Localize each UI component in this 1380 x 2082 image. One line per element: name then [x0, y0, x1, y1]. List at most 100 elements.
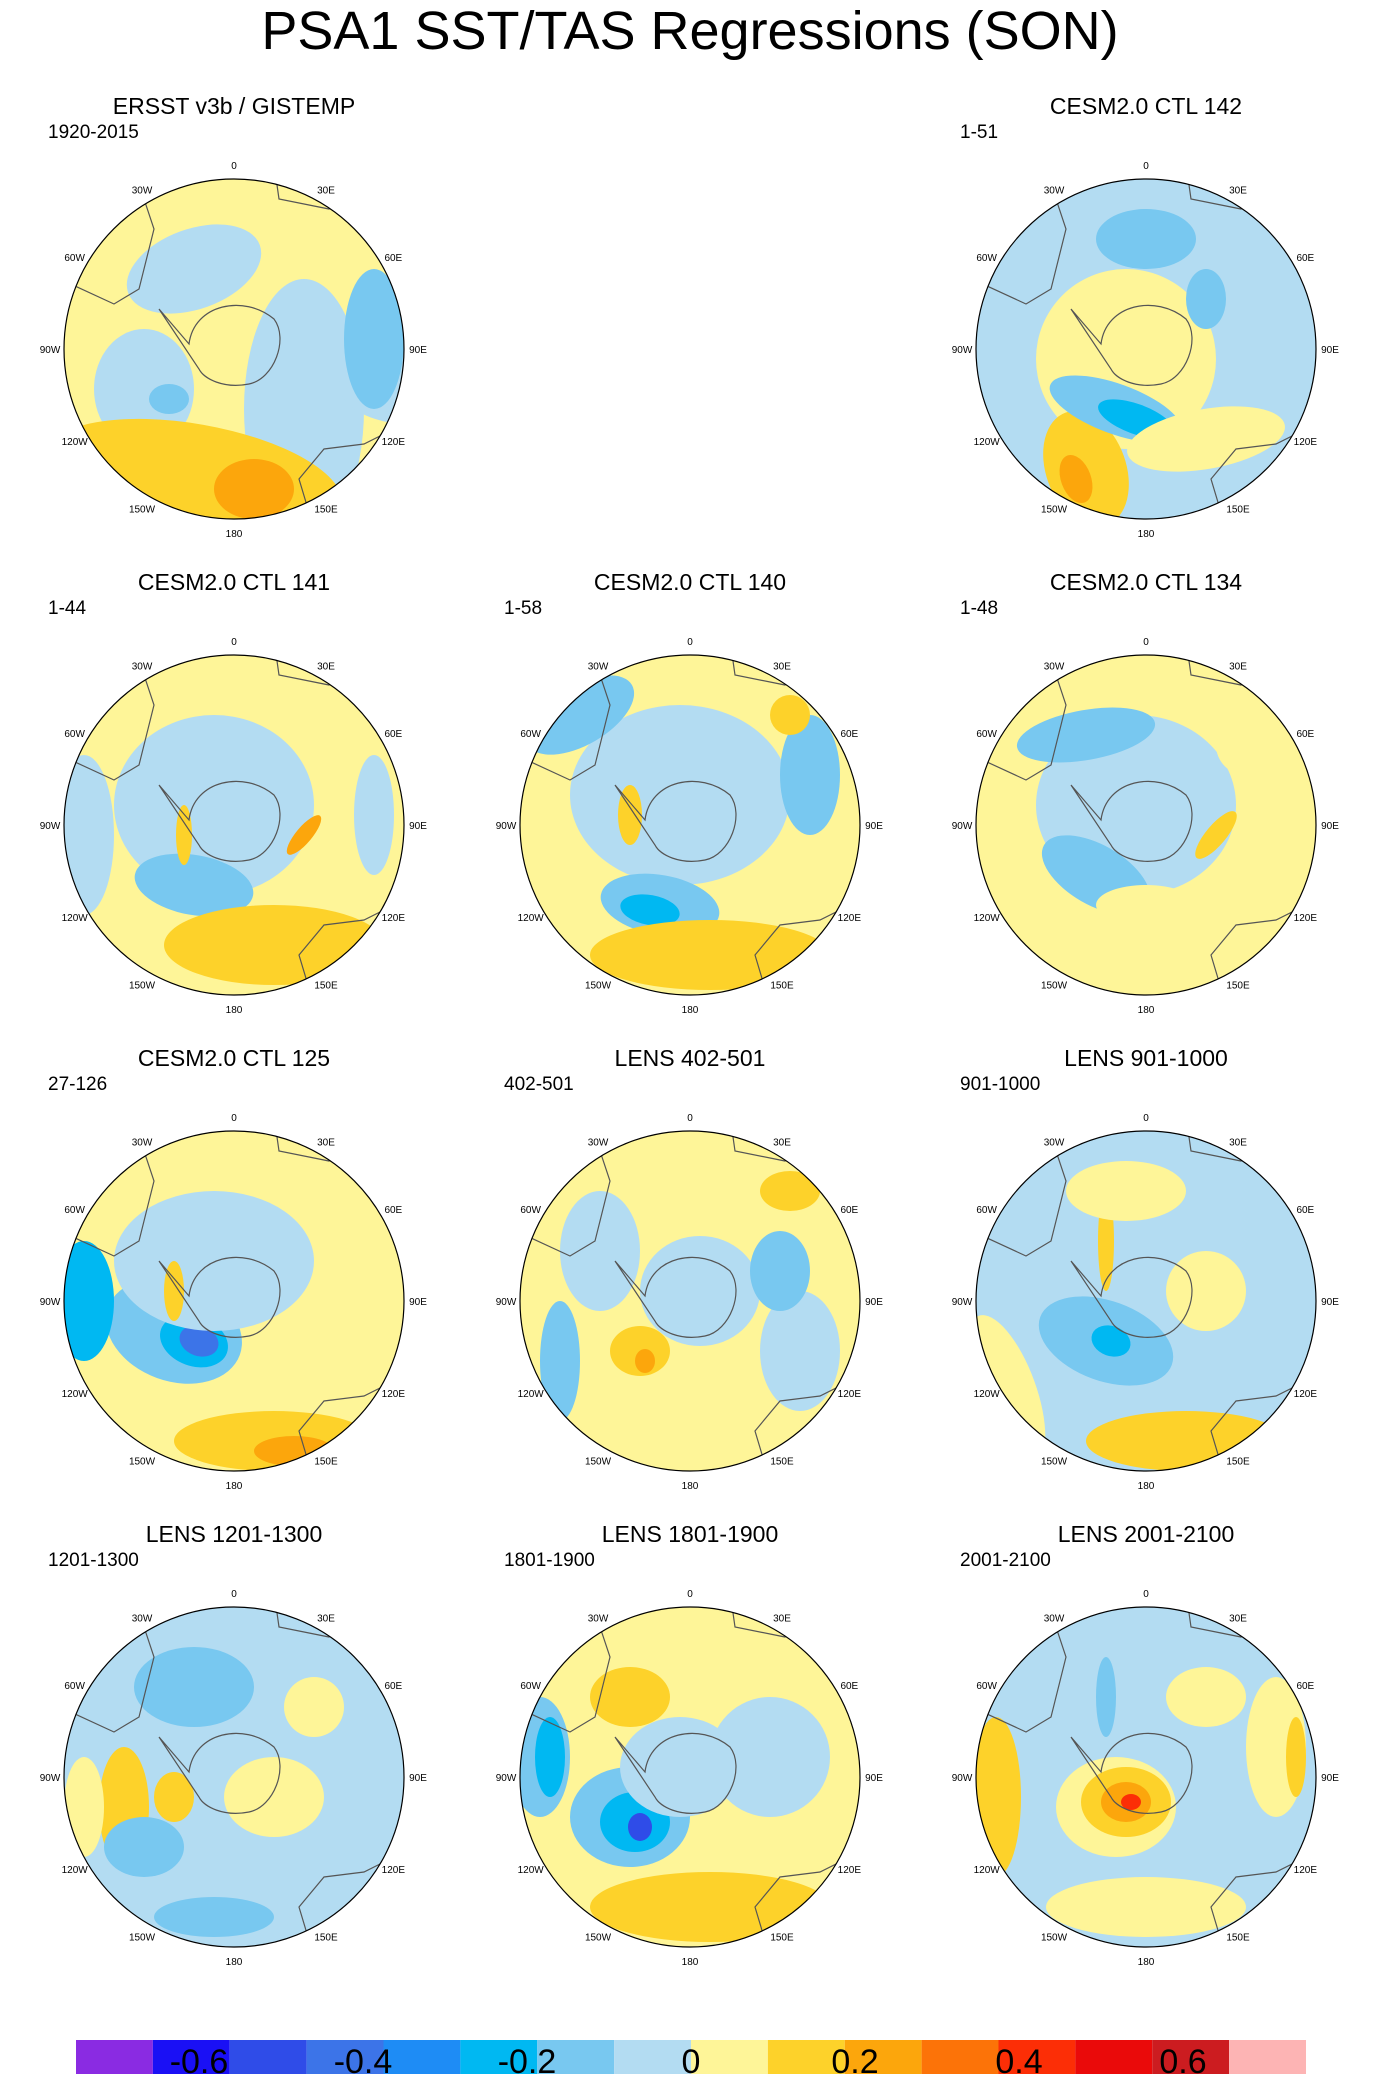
panel-period: 901-1000: [960, 1074, 1041, 1095]
contour-region: [1046, 1877, 1246, 1937]
longitude-label: 90W: [496, 821, 517, 832]
south-america-coastline: [64, 655, 155, 781]
longitude-label: 90W: [40, 1773, 61, 1784]
colorbar-tick-label: 0.6: [1159, 2043, 1207, 2081]
contour-region: [214, 459, 294, 519]
contour-region: [114, 715, 314, 895]
map-panel: LENS 402-501 402-501 0 30E 60E 90E 120E 150E 1…: [470, 1044, 910, 1504]
longitude-label: 120W: [974, 913, 1001, 924]
longitude-label: 150W: [129, 1456, 156, 1467]
longitude-label: 60W: [976, 1681, 997, 1692]
contour-region: [1127, 406, 1285, 472]
longitude-label: 30W: [1044, 186, 1065, 197]
longitude-label: 120E: [1294, 913, 1318, 924]
colorbar: [76, 2040, 1306, 2074]
contour-region: [344, 269, 404, 409]
longitude-label: 120E: [1294, 1389, 1318, 1400]
longitude-label: 60E: [384, 1205, 402, 1216]
antarctica-coastline: [1070, 1732, 1193, 1814]
colorbar-swatch: [1229, 2040, 1306, 2074]
panel-period: 1920-2015: [48, 122, 139, 143]
colorbar-swatch: [306, 2040, 384, 2074]
longitude-label: 30W: [132, 1614, 153, 1625]
contour-region: [640, 1236, 760, 1346]
longitude-label: 90W: [496, 1297, 517, 1308]
longitude-label: 60E: [384, 1681, 402, 1692]
contour-region: [1091, 1325, 1131, 1357]
longitude-label: 120E: [382, 437, 406, 448]
longitude-label: 30E: [1229, 186, 1247, 197]
antarctica-coastline: [1070, 780, 1193, 862]
panel-title: CESM2.0 CTL 141: [137, 569, 331, 595]
panel-period: 1-48: [960, 598, 999, 619]
longitude-label: 120E: [1294, 1865, 1318, 1876]
map-border: [63, 1606, 405, 1948]
longitude-label: 0: [687, 1113, 693, 1124]
longitude-label: 30E: [1229, 1614, 1247, 1625]
longitude-label: 120W: [518, 1389, 545, 1400]
longitude-label: 0: [231, 161, 237, 172]
longitude-label: 60E: [840, 1681, 858, 1692]
longitude-label: 150W: [129, 504, 156, 515]
contour-region: [104, 1817, 184, 1877]
panel-title: CESM2.0 CTL 140: [593, 569, 787, 595]
longitude-label: 150E: [314, 1932, 338, 1943]
colorbar-tick-label: 0.2: [831, 2043, 879, 2081]
longitude-label: 30W: [588, 1614, 609, 1625]
map-panel: LENS 1801-1900 1801-1900 0 30E 60E 90E 120E 1…: [470, 1520, 910, 1980]
map-border: [519, 1606, 861, 1948]
contour-region: [164, 905, 384, 985]
longitude-label: 120W: [518, 913, 545, 924]
longitude-label: 90E: [409, 1297, 427, 1308]
longitude-label: 150E: [770, 1932, 794, 1943]
longitude-label: 0: [1143, 1589, 1149, 1600]
contour-region: [154, 1897, 274, 1937]
longitude-label: 90E: [865, 1297, 883, 1308]
colorbar-tick-label: 0.4: [995, 2043, 1043, 2081]
longitude-label: 0: [1143, 637, 1149, 648]
longitude-label: 0: [1143, 1113, 1149, 1124]
antarctica-coastline: [158, 1732, 281, 1814]
contour-region: [114, 1191, 314, 1331]
longitude-label: 120E: [838, 1389, 862, 1400]
contour-region: [286, 815, 322, 855]
longitude-label: 90E: [1321, 345, 1339, 356]
longitude-label: 30W: [1044, 1614, 1065, 1625]
longitude-label: 90E: [409, 1773, 427, 1784]
contour-region: [1096, 885, 1196, 925]
longitude-label: 150W: [1041, 980, 1068, 991]
longitude-label: 150W: [129, 1932, 156, 1943]
colorbar-tick-label: -0.6: [169, 2043, 229, 2081]
south-america-coastline: [520, 655, 611, 781]
contour-region: [628, 1813, 652, 1841]
polar-map: 0 30E 60E 90E 120E 150E 180 150W 120W 90W 60W 30W: [952, 637, 1340, 1016]
longitude-label: 30W: [1044, 662, 1065, 673]
contour-region: [1096, 1657, 1116, 1737]
polar-map: 0 30E 60E 90E 120E 150E 180 150W 120W 90W 60W 30W: [40, 161, 428, 540]
map-border: [519, 654, 861, 996]
longitude-label: 30W: [132, 1138, 153, 1149]
colorbar-swatch: [383, 2040, 461, 2074]
longitude-label: 90W: [952, 821, 973, 832]
longitude-label: 120W: [518, 1865, 545, 1876]
colorbar-swatch: [767, 2040, 845, 2074]
contour-region: [179, 1325, 219, 1357]
longitude-label: 150W: [129, 980, 156, 991]
contour-region: [64, 1757, 104, 1857]
longitude-label: 60E: [840, 1205, 858, 1216]
antarctica-coastline: [614, 1256, 737, 1338]
colorbar-swatch: [1152, 2040, 1230, 2074]
longitude-label: 90W: [40, 1297, 61, 1308]
longitude-label: 150E: [314, 1456, 338, 1467]
panel-title: ERSST v3b / GISTEMP: [112, 93, 356, 119]
longitude-label: 120W: [62, 1865, 89, 1876]
colorbar-swatch: [998, 2040, 1076, 2074]
longitude-label: 180: [1138, 529, 1155, 540]
longitude-label: 150W: [585, 980, 612, 991]
map-panel: CESM2.0 CTL 141 1-44 0 30E 60E 90E 120E 150E 1…: [14, 568, 454, 1028]
contour-region: [976, 1717, 1021, 1877]
colorbar-swatch: [460, 2040, 538, 2074]
polar-map: 0 30E 60E 90E 120E 150E 180 150W 120W 90W 60W 30W: [40, 1589, 428, 1968]
colorbar-swatch: [1075, 2040, 1153, 2074]
longitude-label: 180: [682, 1481, 699, 1492]
